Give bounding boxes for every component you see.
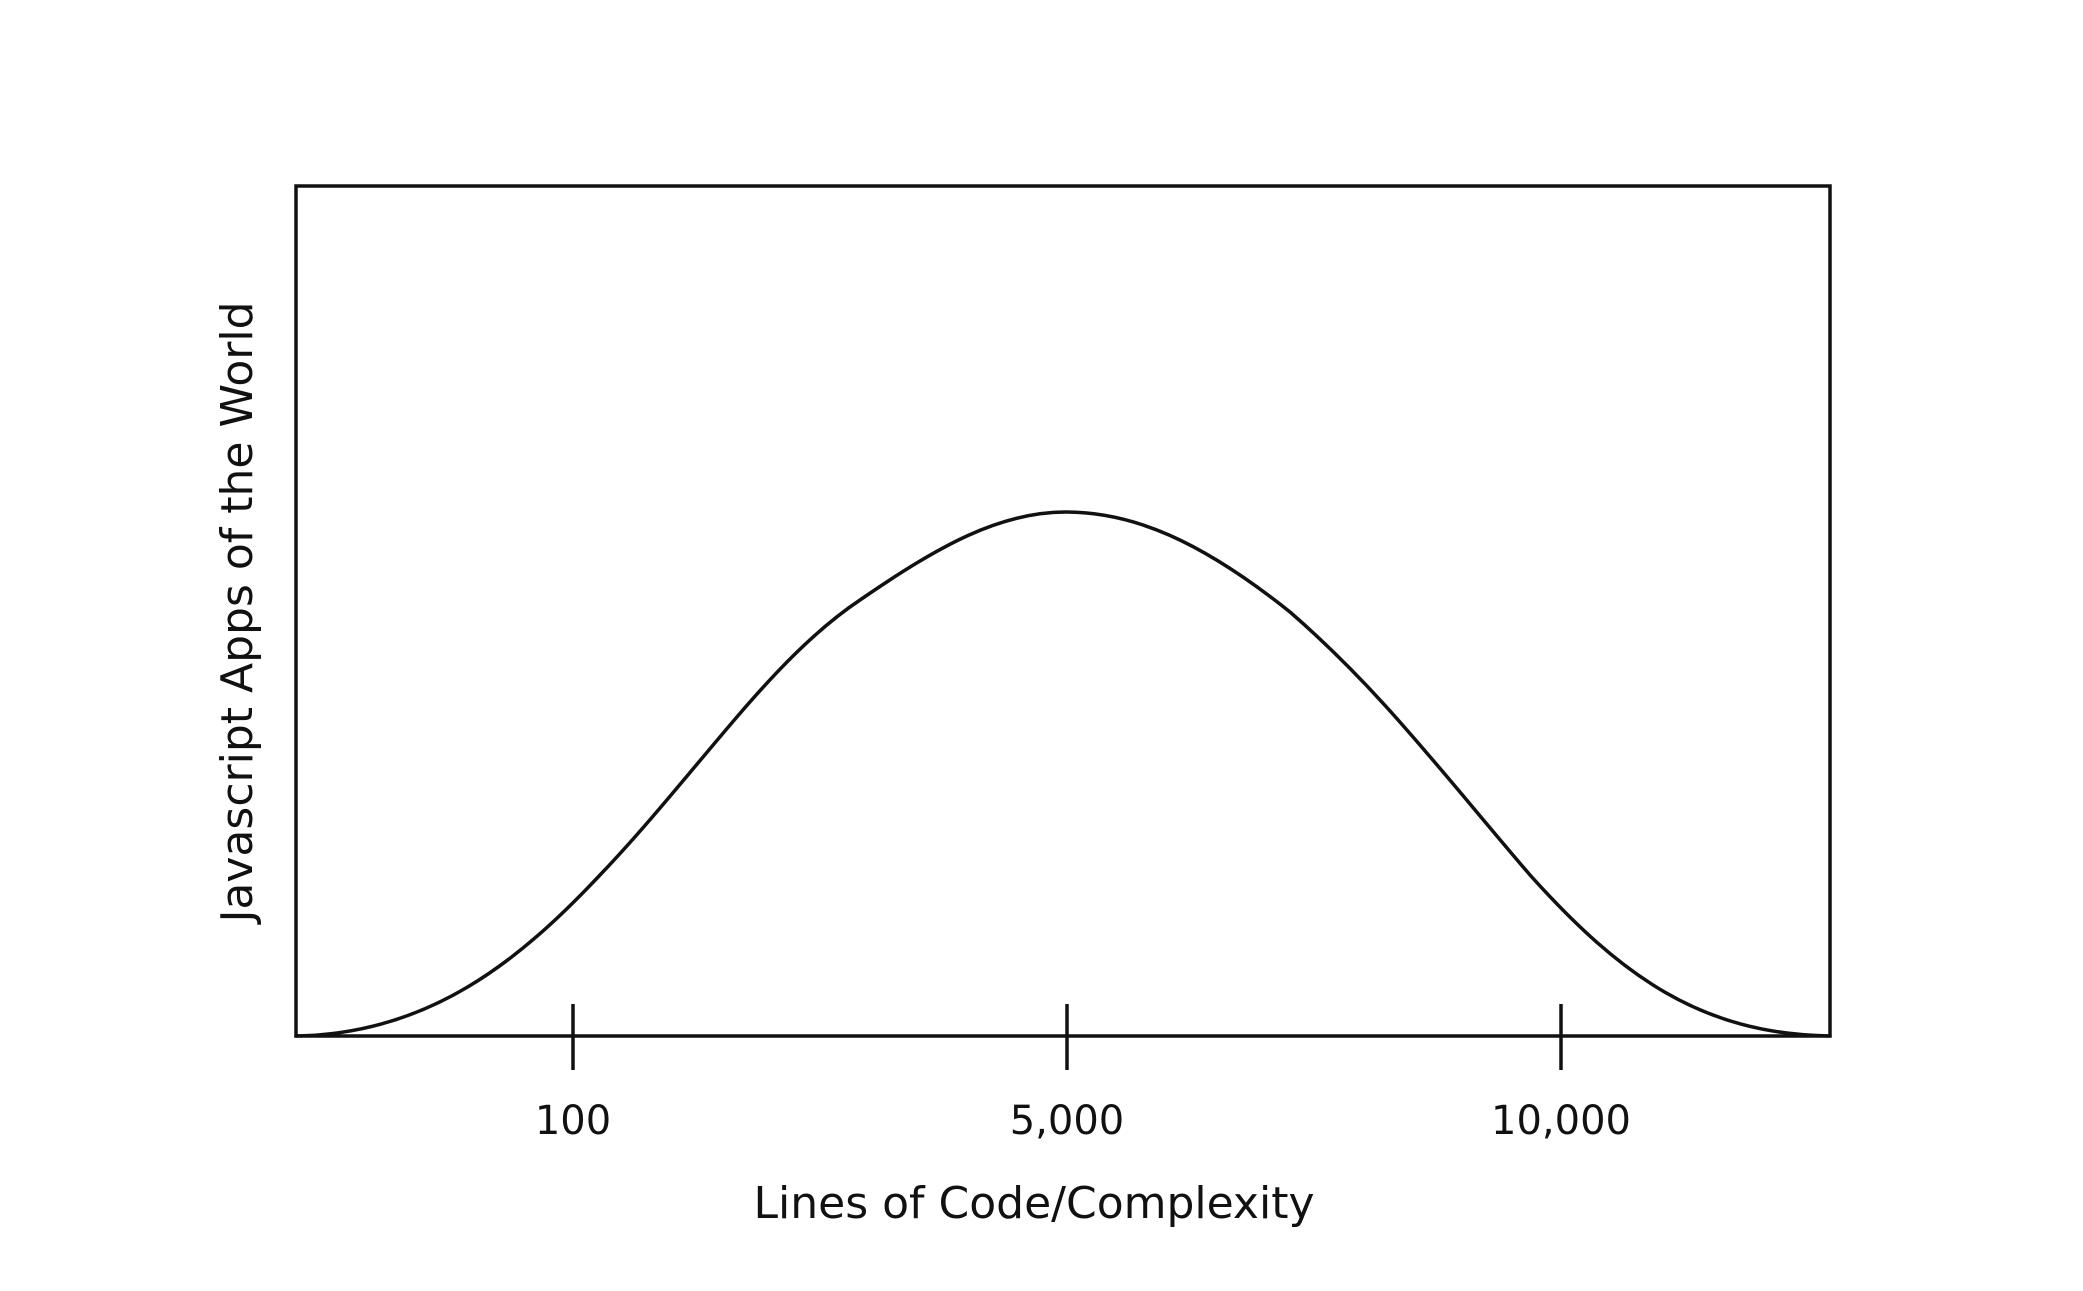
x-tick-label: 10,000: [1491, 1098, 1631, 1144]
plot-frame: [294, 184, 1832, 1038]
bell-curve: [294, 510, 1832, 1038]
x-tick-label: 100: [535, 1098, 611, 1144]
x-ticks: 100 5,000 10,000: [535, 1004, 1631, 1144]
x-axis-label: Lines of Code/Complexity: [754, 1178, 1315, 1229]
x-tick-label: 5,000: [1010, 1098, 1125, 1144]
y-axis-label: Javascript Apps of the World: [212, 301, 263, 925]
